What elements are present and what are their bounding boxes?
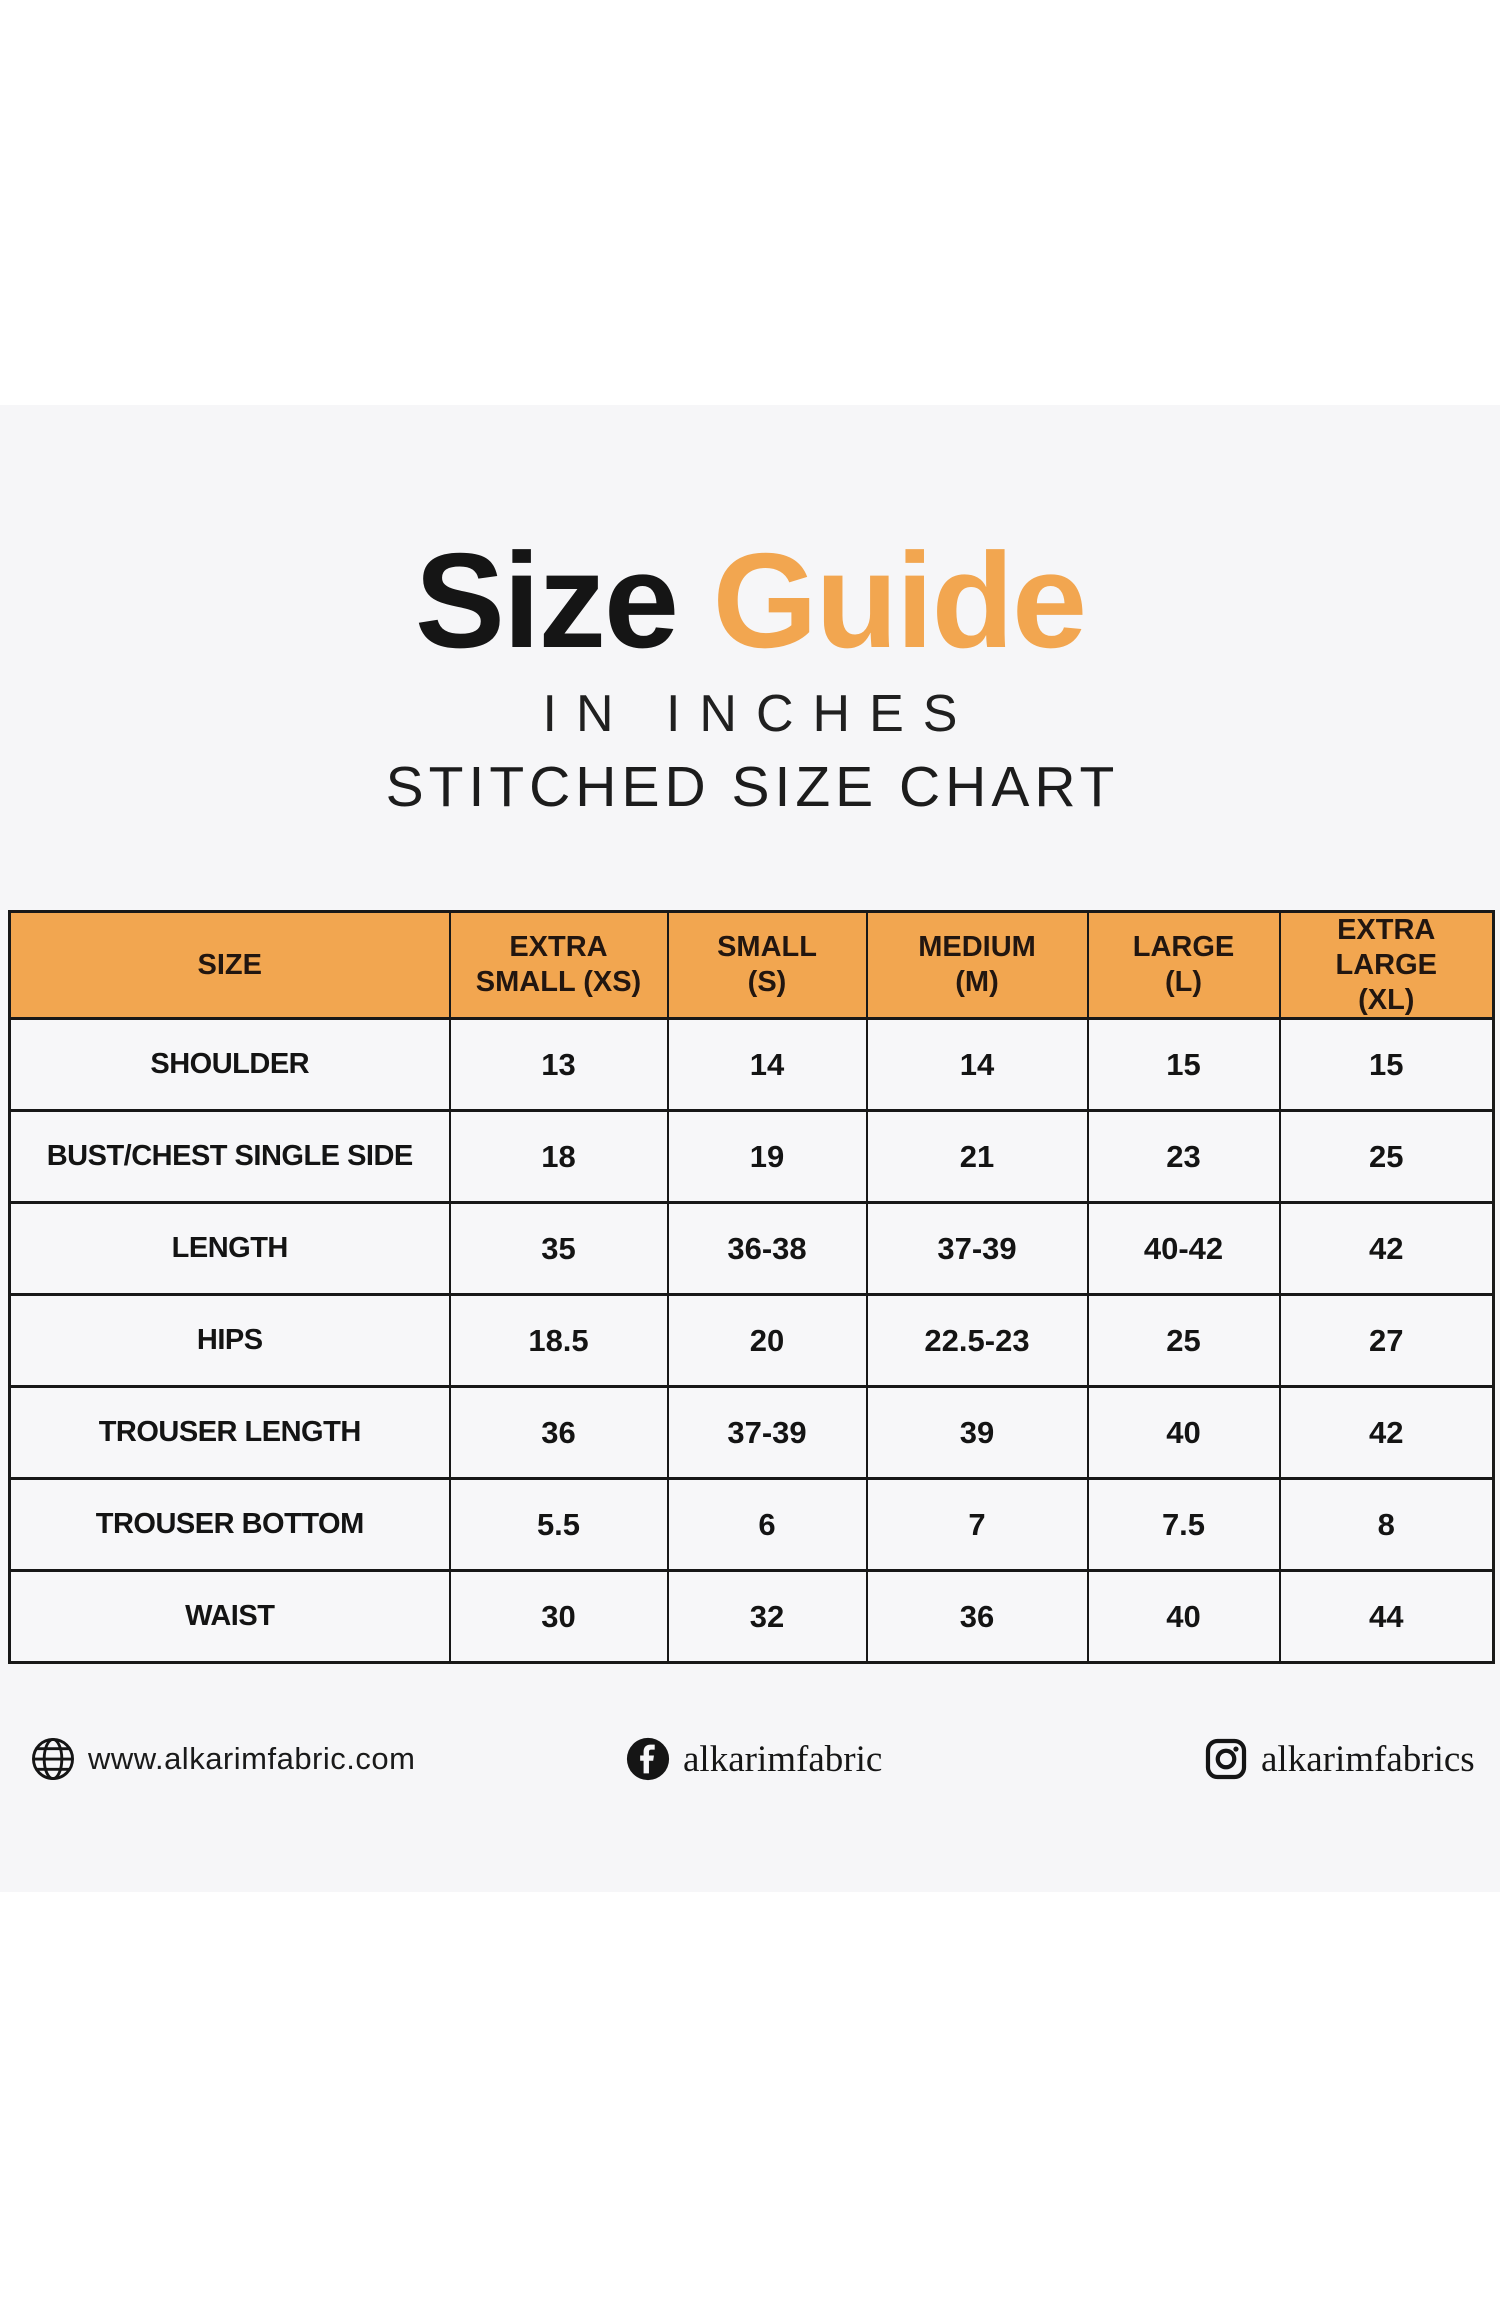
table-cell: 7 (865, 1477, 1089, 1572)
table-cell: 6 (666, 1477, 868, 1572)
table-cell: 32 (666, 1569, 868, 1664)
table-cell: 44 (1278, 1569, 1495, 1664)
facebook-handle: alkarimfabric (683, 1738, 883, 1780)
header-row: SIZE EXTRA SMALL (XS) SMALL (S) MEDIUM (… (8, 910, 1495, 1020)
row-label: LENGTH (8, 1201, 451, 1296)
table-cell: 21 (865, 1109, 1089, 1204)
page-title: Size Guide (0, 533, 1500, 668)
table-cell: 18.5 (448, 1293, 669, 1388)
table-cell: 8 (1278, 1477, 1495, 1572)
column-header-xs: EXTRA SMALL (XS) (448, 910, 669, 1020)
table-row-waist: WAIST 30 32 36 40 44 (8, 1569, 1495, 1664)
title-block: Size Guide IN INCHES STITCHED SIZE CHART (0, 533, 1500, 820)
table-cell: 40 (1086, 1569, 1281, 1664)
row-label: TROUSER BOTTOM (8, 1477, 451, 1572)
subtitle-in-inches: IN INCHES (542, 685, 977, 743)
table-cell: 35 (448, 1201, 669, 1296)
table-cell: 7.5 (1086, 1477, 1281, 1572)
table-cell: 42 (1278, 1201, 1495, 1296)
table-cell: 25 (1086, 1293, 1281, 1388)
footer-instagram: alkarimfabrics (1203, 1735, 1475, 1783)
footer-facebook: alkarimfabric (625, 1735, 882, 1783)
table-row-length: LENGTH 35 36-38 37-39 40-42 42 (8, 1201, 1495, 1296)
table-header: SIZE EXTRA SMALL (XS) SMALL (S) MEDIUM (… (8, 910, 1495, 1020)
table-row-trouser-bottom: TROUSER BOTTOM 5.5 6 7 7.5 8 (8, 1477, 1495, 1572)
row-label: TROUSER LENGTH (8, 1385, 451, 1480)
table-cell: 36 (448, 1385, 669, 1480)
table-body: SHOULDER 13 14 14 15 15 BUST/CHEST SINGL… (8, 1017, 1495, 1664)
column-header-size: SIZE (8, 910, 451, 1020)
row-label: WAIST (8, 1569, 451, 1664)
table-cell: 40-42 (1086, 1201, 1281, 1296)
table-cell: 5.5 (448, 1477, 669, 1572)
row-label: SHOULDER (8, 1017, 451, 1112)
column-header-m: MEDIUM (M) (865, 910, 1089, 1020)
instagram-icon (1205, 1738, 1247, 1780)
title-word-size: Size (414, 525, 679, 676)
column-header-xl: EXTRA LARGE (XL) (1278, 910, 1495, 1020)
table-cell: 18 (448, 1109, 669, 1204)
instagram-handle: alkarimfabrics (1261, 1738, 1475, 1780)
size-chart-table: SIZE EXTRA SMALL (XS) SMALL (S) MEDIUM (… (8, 910, 1495, 1665)
table-cell: 15 (1086, 1017, 1281, 1112)
table-row-hips: HIPS 18.5 20 22.5-23 25 27 (8, 1293, 1495, 1388)
website-url: www.alkarimfabric.com (88, 1741, 416, 1776)
column-header-s: SMALL (S) (666, 910, 868, 1020)
table-cell: 40 (1086, 1385, 1281, 1480)
table-row-shoulder: SHOULDER 13 14 14 15 15 (8, 1017, 1495, 1112)
table-cell: 37-39 (666, 1385, 868, 1480)
table-cell: 13 (448, 1017, 669, 1112)
table-cell: 14 (865, 1017, 1089, 1112)
table-cell: 23 (1086, 1109, 1281, 1204)
table-cell: 22.5-23 (865, 1293, 1089, 1388)
table-cell: 19 (666, 1109, 868, 1204)
column-header-l: LARGE (L) (1086, 910, 1281, 1020)
table-row-bust-chest: BUST/CHEST SINGLE SIDE 18 19 21 23 25 (8, 1109, 1495, 1204)
globe-icon (32, 1738, 74, 1780)
table-cell: 15 (1278, 1017, 1495, 1112)
table-cell: 20 (666, 1293, 868, 1388)
table-cell: 14 (666, 1017, 868, 1112)
table-cell: 36 (865, 1569, 1089, 1664)
table-row-trouser-length: TROUSER LENGTH 36 37-39 39 40 42 (8, 1385, 1495, 1480)
table-cell: 39 (865, 1385, 1089, 1480)
table-cell: 37-39 (865, 1201, 1089, 1296)
table-cell: 27 (1278, 1293, 1495, 1388)
table-cell: 30 (448, 1569, 669, 1664)
facebook-icon (626, 1737, 670, 1781)
subtitle-stitched-size-chart: STITCHED SIZE CHART (385, 755, 1120, 819)
table-cell: 25 (1278, 1109, 1495, 1204)
table-cell: 42 (1278, 1385, 1495, 1480)
content-band: Size Guide IN INCHES STITCHED SIZE CHART… (0, 405, 1500, 1892)
title-word-guide: Guide (712, 525, 1088, 676)
row-label: HIPS (8, 1293, 451, 1388)
footer-website: www.alkarimfabric.com (30, 1735, 415, 1783)
row-label: BUST/CHEST SINGLE SIDE (8, 1109, 451, 1204)
table-cell: 36-38 (666, 1201, 868, 1296)
